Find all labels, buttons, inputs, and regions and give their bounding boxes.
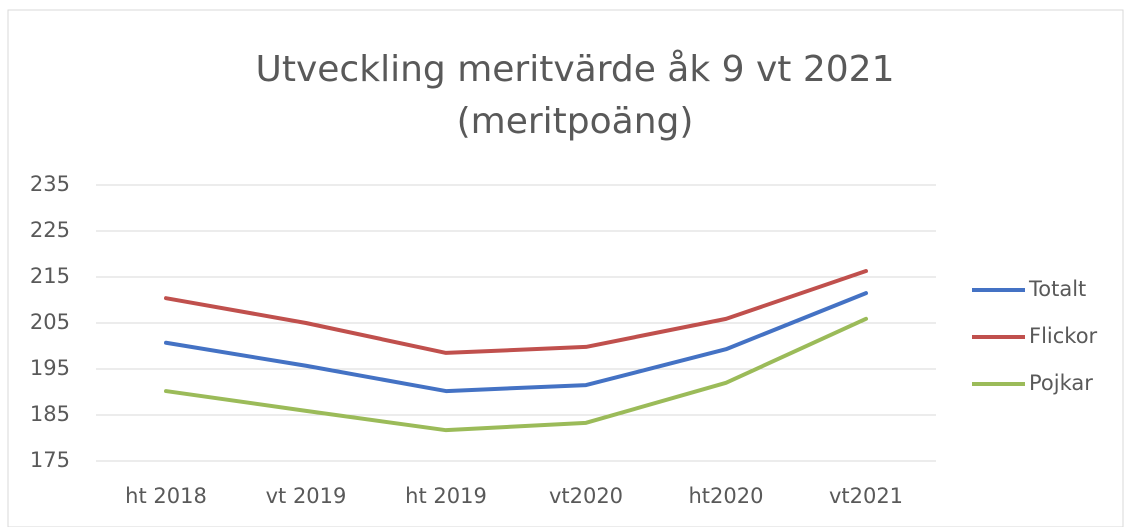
y-tick-label: 185 [30,402,70,426]
series-line [164,316,868,433]
legend-label: Totalt [1028,277,1086,301]
y-tick-label: 215 [30,264,70,288]
y-tick-label: 205 [30,310,70,334]
y-tick-label: 195 [30,356,70,380]
x-tick-label: vt2021 [829,484,903,508]
x-tick-label: vt2020 [549,484,623,508]
x-tick-label: ht 2018 [125,484,207,508]
legend-label: Flickor [1029,324,1098,348]
x-tick-label: ht 2019 [405,484,487,508]
y-tick-label: 235 [30,172,70,196]
chart-title: Utveckling meritvärde åk 9 vt 2021 (meri… [255,49,895,142]
x-tick-label: ht2020 [689,484,764,508]
legend-label: Pojkar [1029,371,1093,395]
y-tick-label: 175 [30,448,70,472]
y-tick-label: 225 [30,218,70,242]
x-tick-label: vt 2019 [266,484,347,508]
chart-border [7,9,1124,527]
series-line [164,291,868,394]
series-line [164,269,868,355]
